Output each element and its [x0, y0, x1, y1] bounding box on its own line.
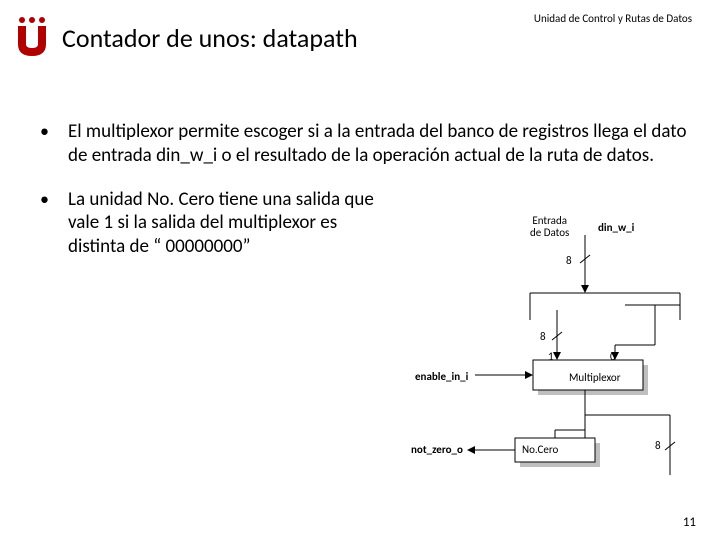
bullet-mark: • [40, 120, 68, 168]
bullet-item: • El multiplexor permite escoger si a la… [40, 120, 692, 168]
bullet-text: La unidad No. Cero tiene una salida que … [68, 188, 388, 259]
label-mux-in0: 0 [610, 350, 616, 363]
label-mux-in1: 1 [548, 350, 554, 363]
label-mux: Multiplexor [569, 371, 621, 384]
label-bus8c: 8 [655, 439, 661, 452]
bullet-text: El multiplexor permite escoger si a la e… [68, 120, 692, 168]
label-nocero: No.Cero [522, 443, 558, 456]
page-number: 11 [683, 515, 696, 530]
label-entrada: Entradade Datos [530, 215, 569, 239]
slide: Unidad de Control y Rutas de Datos Conta… [0, 0, 720, 540]
label-din: din_w_i [598, 221, 634, 234]
label-bus8b: 8 [540, 330, 546, 343]
label-notzero: not_zero_o [411, 443, 463, 456]
label-enable: enable_in_i [415, 370, 468, 383]
datapath-diagram [380, 215, 700, 515]
university-logo [14, 14, 50, 58]
label-bus8a: 8 [566, 254, 572, 267]
header-subtitle: Unidad de Control y Rutas de Datos [534, 12, 692, 25]
bullet-mark: • [40, 188, 68, 259]
slide-title: Contador de unos: datapath [62, 22, 358, 54]
